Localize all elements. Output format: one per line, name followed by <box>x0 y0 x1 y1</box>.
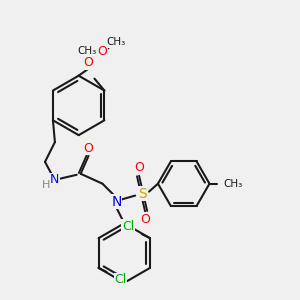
Text: O: O <box>84 142 94 154</box>
Text: CH₃: CH₃ <box>77 46 96 56</box>
Text: CH₃: CH₃ <box>107 37 126 47</box>
Text: O: O <box>84 56 94 69</box>
Text: O: O <box>134 161 144 174</box>
Text: H: H <box>42 180 50 190</box>
Text: Cl: Cl <box>114 273 126 286</box>
Text: CH₃: CH₃ <box>224 179 243 189</box>
Text: N: N <box>111 194 122 208</box>
Text: S: S <box>138 187 146 201</box>
Text: O: O <box>140 213 150 226</box>
Text: O: O <box>98 45 107 58</box>
Text: Cl: Cl <box>122 220 134 233</box>
Text: N: N <box>50 173 60 186</box>
